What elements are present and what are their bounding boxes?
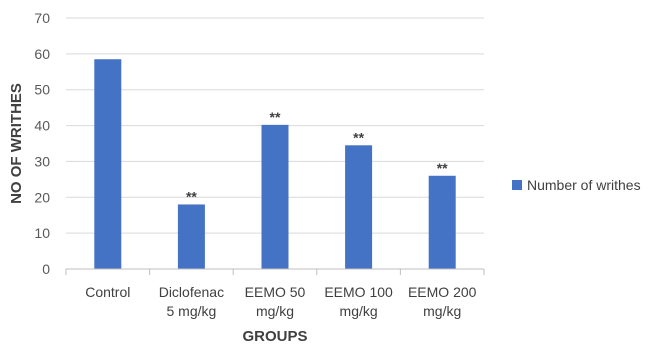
significance-label: ** [270, 109, 281, 125]
y-axis-title: NO OF WRITHES [8, 83, 25, 204]
x-tick-label: EEMO 50 mg/kg [245, 284, 306, 319]
x-tick-label: Control [85, 284, 130, 300]
x-tick-label: Diclofenac 5 mg/kg [159, 284, 224, 319]
y-tick-label: 10 [34, 225, 50, 241]
bar [345, 145, 373, 269]
bar [261, 124, 289, 270]
x-tick-label: EEMO 200 mg/kg [408, 284, 477, 319]
legend: Number of writhes [512, 177, 641, 193]
y-tick-label: 50 [34, 82, 50, 98]
data-annotations: ** ** ** ** [186, 109, 448, 205]
significance-label: ** [186, 188, 197, 204]
y-tick-label: 0 [42, 261, 50, 277]
y-tick-label: 20 [34, 189, 50, 205]
y-axis-ticks: 0 10 20 30 40 50 60 70 [34, 10, 50, 277]
legend-swatch [512, 180, 522, 190]
significance-label: ** [437, 160, 448, 176]
bar [177, 204, 205, 269]
y-tick-label: 60 [34, 46, 50, 62]
legend-label: Number of writhes [527, 177, 641, 193]
y-tick-label: 30 [34, 153, 50, 169]
y-tick-label: 40 [34, 118, 50, 134]
x-axis-title: GROUPS [242, 328, 307, 345]
bar [94, 59, 122, 269]
bars [94, 59, 456, 270]
x-axis-ticks: Control Diclofenac 5 mg/kg EEMO 50 mg/kg EEMO… [65, 269, 485, 319]
significance-label: ** [353, 129, 364, 145]
bar [428, 175, 456, 269]
x-tick-label: EEMO 100 mg/kg [324, 284, 393, 319]
y-tick-label: 70 [34, 10, 50, 26]
